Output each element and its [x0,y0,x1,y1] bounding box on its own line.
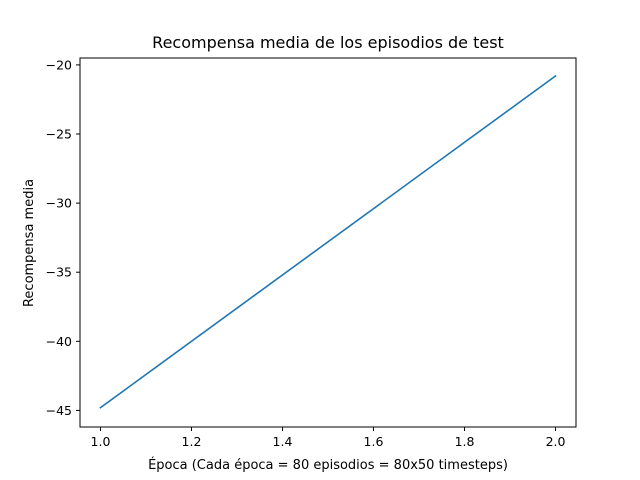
y-axis-label: Recompensa media [22,179,37,307]
y-tick-label: −35 [46,265,72,280]
x-tick-label: 1.2 [182,434,202,449]
x-tick-label: 2.0 [546,434,566,449]
x-tick-label: 1.4 [273,434,293,449]
x-axis-label: Época (Cada época = 80 episodios = 80x50… [148,457,508,473]
y-tick-label: −40 [46,334,72,349]
x-tick-label: 1.6 [364,434,384,449]
x-tick-label: 1.0 [91,434,111,449]
plot-area-frame [79,57,577,428]
series-layer [99,74,557,409]
x-tick-label: 1.8 [455,434,475,449]
y-tick-label: −45 [46,403,72,418]
y-tick-label: −25 [46,127,72,142]
series-line-0 [99,74,557,409]
y-tick-label: −20 [46,57,72,72]
y-axis-ticks: −45 −40 −35 −30 −25 −20 [46,57,80,418]
x-axis-ticks: 1.0 1.2 1.4 1.6 1.8 2.0 [91,427,566,449]
chart-title: Recompensa media de los episodios de tes… [152,33,504,52]
y-tick-label: −30 [46,196,72,211]
